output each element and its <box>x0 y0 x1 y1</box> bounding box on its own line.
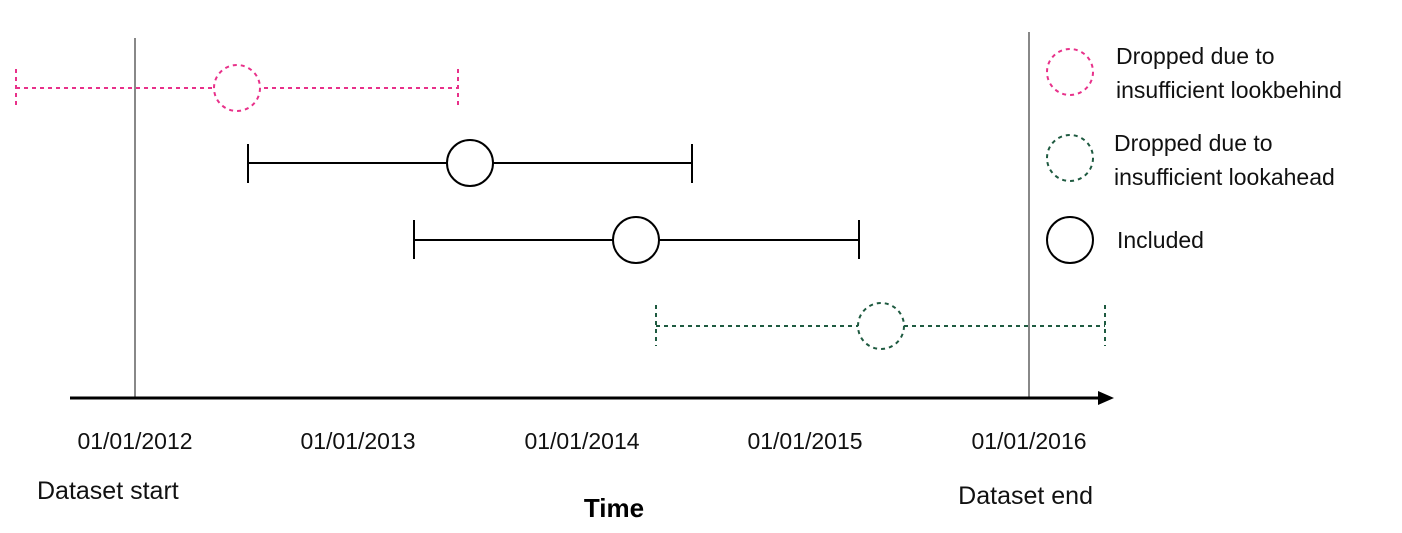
legend-item-lookahead: Dropped due to insufficient lookahead <box>1046 130 1335 190</box>
interval-center-circle <box>213 64 261 112</box>
time-axis <box>70 391 1114 405</box>
interval-center-circle <box>446 139 494 187</box>
axis-arrowhead <box>1098 391 1114 405</box>
interval-center-circle <box>612 216 660 264</box>
legend: Dropped due to insufficient lookbehind D… <box>1046 43 1342 264</box>
legend-text-included: Included <box>1117 227 1204 253</box>
tick-label-2015: 01/01/2015 <box>747 428 862 454</box>
legend-line: insufficient lookahead <box>1114 164 1335 190</box>
tick-label-2014: 01/01/2014 <box>524 428 639 454</box>
legend-symbol-included <box>1046 216 1094 264</box>
legend-line: Dropped due to <box>1116 43 1275 69</box>
legend-item-included: Included <box>1046 216 1204 264</box>
interval-included-2 <box>413 216 860 264</box>
legend-text-lookbehind: Dropped due to insufficient lookbehind <box>1116 43 1342 103</box>
legend-text-lookahead: Dropped due to insufficient lookahead <box>1114 130 1335 190</box>
tick-label-2016: 01/01/2016 <box>971 428 1086 454</box>
legend-item-lookbehind: Dropped due to insufficient lookbehind <box>1046 43 1342 103</box>
interval-included-1 <box>247 139 693 187</box>
legend-line: insufficient lookbehind <box>1116 77 1342 103</box>
legend-line: Included <box>1117 227 1204 253</box>
interval-dropped-lookbehind <box>15 64 459 112</box>
interval-dropped-lookahead <box>655 302 1106 350</box>
legend-line: Dropped due to <box>1114 130 1273 156</box>
tick-label-2013: 01/01/2013 <box>300 428 415 454</box>
legend-symbol-lookahead <box>1046 134 1094 182</box>
tick-label-2012: 01/01/2012 <box>77 428 192 454</box>
dataset-end-label: Dataset end <box>958 482 1093 510</box>
dataset-start-label: Dataset start <box>37 477 179 505</box>
legend-symbol-lookbehind <box>1046 48 1094 96</box>
axis-title: Time <box>584 493 644 523</box>
interval-center-circle <box>857 302 905 350</box>
